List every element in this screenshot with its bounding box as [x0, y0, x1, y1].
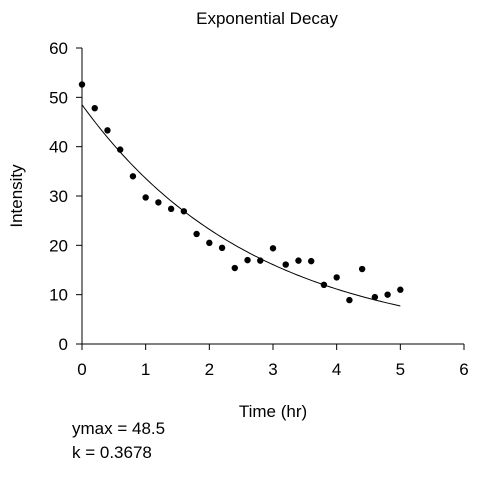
x-tick-label: 3	[268, 360, 277, 379]
data-point	[282, 261, 289, 268]
data-point	[358, 265, 366, 273]
x-tick-label: 5	[396, 360, 405, 379]
data-point	[346, 296, 353, 304]
annotation-ymax: ymax = 48.5	[72, 419, 166, 438]
data-point	[244, 256, 251, 264]
data-point	[269, 245, 277, 252]
annotation-k: k = 0.3678	[72, 443, 152, 462]
data-point	[206, 239, 213, 247]
data-point	[384, 291, 391, 298]
data-point	[231, 264, 238, 272]
data-point	[193, 230, 200, 238]
y-tick-label: 60	[49, 39, 68, 58]
y-tick-label: 10	[49, 286, 68, 305]
x-tick-label: 1	[141, 360, 150, 379]
data-point	[155, 199, 162, 206]
y-tick-label: 20	[49, 236, 68, 255]
data-point	[257, 257, 264, 264]
data-point	[333, 274, 340, 281]
data-point	[180, 208, 188, 215]
data-point	[167, 205, 175, 213]
x-tick-label: 0	[77, 360, 86, 379]
y-tick-label: 50	[49, 88, 68, 107]
x-tick-label: 6	[459, 360, 468, 379]
data-point	[91, 104, 98, 112]
data-point	[104, 127, 111, 134]
fit-curve-layer	[81, 104, 401, 307]
y-tick-label: 0	[59, 335, 68, 354]
data-point	[218, 244, 226, 251]
data-point	[308, 257, 315, 265]
data-point	[142, 194, 149, 201]
x-tick-label: 4	[332, 360, 341, 379]
data-point	[371, 293, 379, 301]
data-point	[117, 146, 124, 153]
y-tick-label: 40	[49, 138, 68, 157]
data-point	[295, 257, 302, 264]
data-points-layer	[78, 81, 404, 304]
data-point	[320, 281, 328, 288]
data-point	[397, 286, 404, 293]
x-axis-title: Time (hr)	[239, 402, 307, 421]
fit-curve	[81, 104, 401, 307]
data-point	[129, 173, 137, 180]
axes	[81, 48, 464, 345]
data-point	[78, 81, 86, 88]
chart-title: Exponential Decay	[196, 9, 338, 28]
y-axis-title: Intensity	[7, 164, 26, 228]
y-tick-label: 30	[49, 187, 68, 206]
x-tick-label: 2	[205, 360, 214, 379]
